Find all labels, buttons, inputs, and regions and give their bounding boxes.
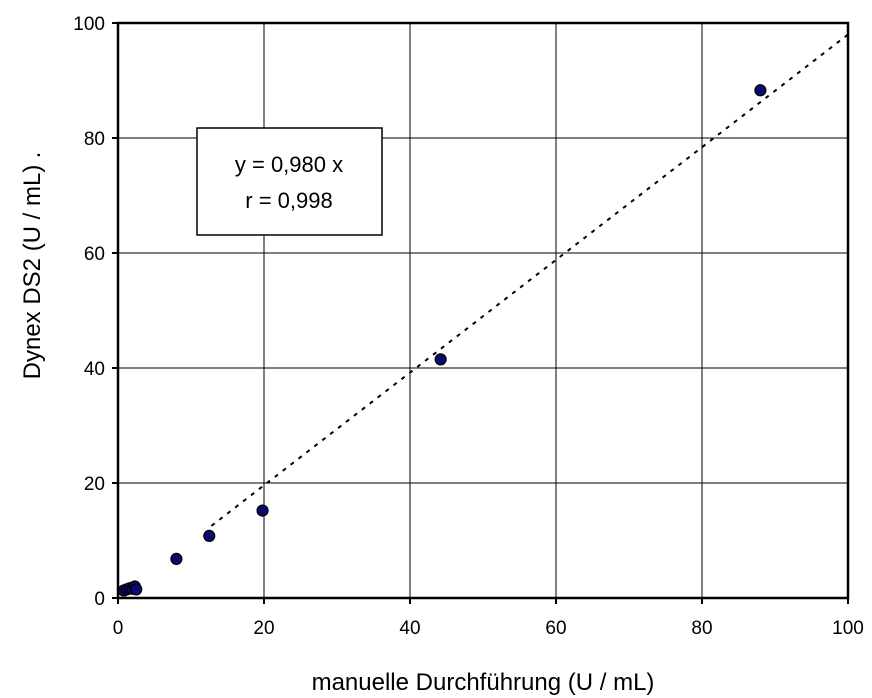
y-tick-label: 20 [84,474,105,495]
x-tick-label: 60 [545,618,566,639]
y-tick-label: 60 [84,244,105,265]
annotation-box: y = 0,980 x r = 0,998 [196,127,383,236]
data-points [117,84,767,597]
trendline-layer [210,33,849,527]
x-tick-label: 20 [253,618,274,639]
x-tick-label: 100 [832,618,864,639]
x-tick-label: 40 [399,618,420,639]
plot-area-border [116,21,850,600]
y-axis-title-suffix: . [19,152,46,159]
y-tick-label: 0 [94,589,105,610]
annotation-equation: y = 0,980 x [235,152,343,177]
data-point [203,529,216,543]
axis-ticks: 0 20 40 60 80 100 0 20 40 60 80 100 [73,14,864,639]
data-point [170,552,183,566]
trendline [210,33,849,527]
x-tick-label: 80 [691,618,712,639]
x-tick-label: 0 [113,618,124,639]
y-tick-label: 40 [84,359,105,380]
data-point [754,84,767,97]
grid-lines [118,23,848,598]
y-axis-title: Dynex DS2 (U / mL) [19,165,46,380]
annotation-frame [196,127,383,236]
y-tick-label: 80 [84,129,105,150]
annotation-correlation: r = 0,998 [245,188,332,213]
data-point [256,504,269,517]
y-tick-label: 100 [73,14,105,35]
x-axis-title: manuelle Durchführung (U / mL) [312,669,655,696]
data-point [130,583,143,596]
data-point [434,353,447,366]
